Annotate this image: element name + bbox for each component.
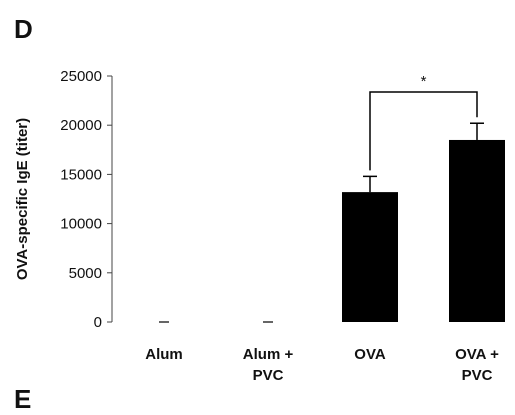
significance-bracket bbox=[369, 91, 478, 171]
x-tick-label: Alum bbox=[145, 346, 183, 363]
y-tick-label: 5000 bbox=[69, 265, 102, 282]
bar bbox=[449, 139, 505, 322]
y-tick-label: 0 bbox=[94, 314, 102, 331]
next-panel-label: E bbox=[14, 384, 32, 414]
panel-label: D bbox=[14, 14, 33, 44]
x-tick-label: OVA + bbox=[455, 346, 499, 363]
y-tick-label: 20000 bbox=[60, 117, 102, 134]
y-tick-label: 25000 bbox=[60, 68, 102, 85]
x-tick-label: PVC bbox=[253, 367, 284, 384]
bar bbox=[342, 192, 398, 322]
y-axis-label: OVA-specific IgE (titer) bbox=[14, 118, 31, 280]
x-tick-label: OVA bbox=[354, 346, 386, 363]
bar-chart: 0 5000 10000 15000 20000 25000 OVA-specific Ig… bbox=[14, 68, 505, 384]
x-tick-label: PVC bbox=[462, 367, 493, 384]
significance-label: * bbox=[421, 73, 427, 90]
y-tick-label: 10000 bbox=[60, 216, 102, 233]
y-tick-label: 15000 bbox=[60, 166, 102, 183]
x-tick-label: Alum + bbox=[243, 346, 294, 363]
